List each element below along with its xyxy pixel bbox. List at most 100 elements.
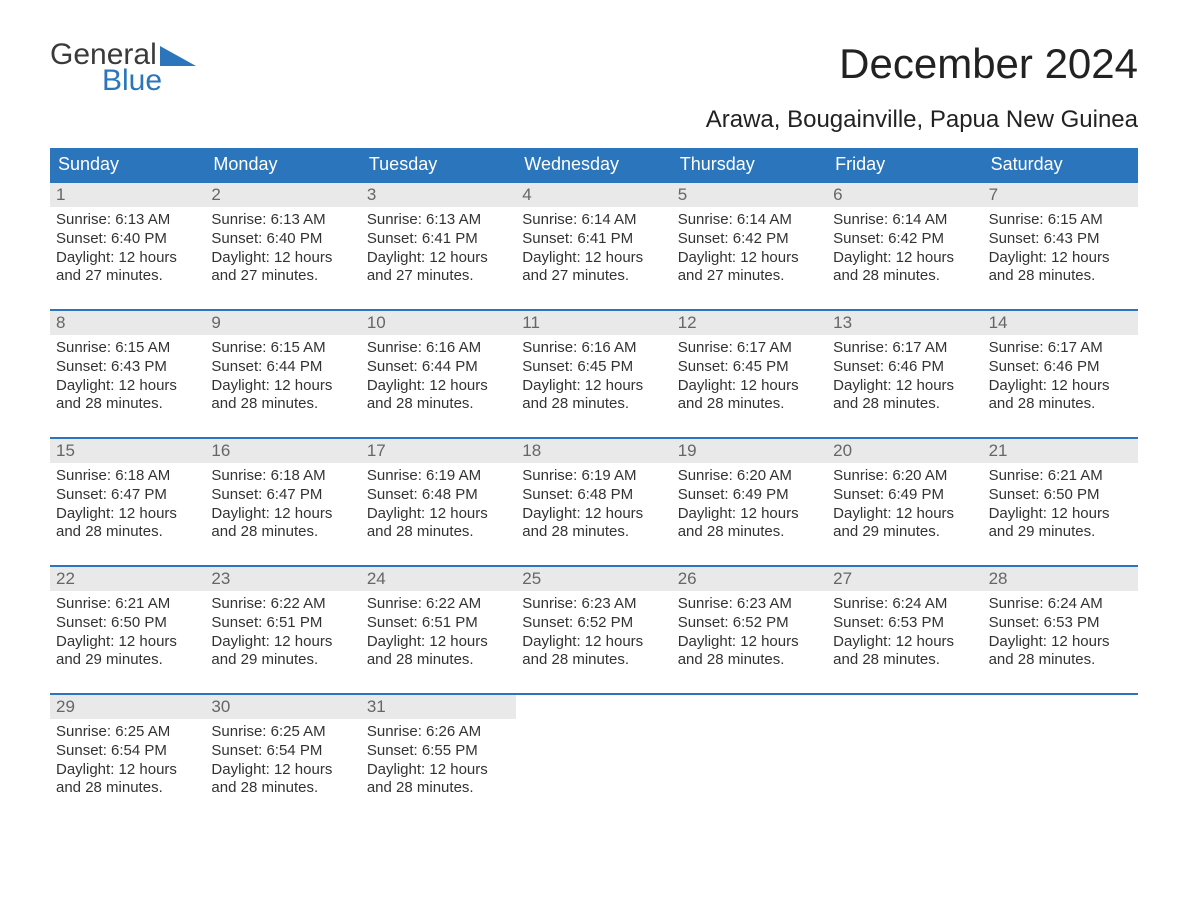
day-dl1: Daylight: 12 hours: [833, 633, 976, 652]
day-sunset: Sunset: 6:44 PM: [367, 358, 510, 377]
day-dl1: Daylight: 12 hours: [211, 505, 354, 524]
day-dl1: Daylight: 12 hours: [56, 377, 199, 396]
day-sunrise: Sunrise: 6:21 AM: [989, 467, 1132, 486]
day-sunset: Sunset: 6:54 PM: [56, 742, 199, 761]
day-sunset: Sunset: 6:52 PM: [678, 614, 821, 633]
day-dl1: Daylight: 12 hours: [678, 505, 821, 524]
day-number: 24: [361, 567, 516, 591]
day-sunrise: Sunrise: 6:22 AM: [211, 595, 354, 614]
day-dl1: Daylight: 12 hours: [367, 505, 510, 524]
day-dl2: and 28 minutes.: [367, 523, 510, 542]
day-dl2: and 28 minutes.: [989, 395, 1132, 414]
day-dl1: Daylight: 12 hours: [678, 249, 821, 268]
day-sunset: Sunset: 6:44 PM: [211, 358, 354, 377]
day-dl2: and 28 minutes.: [522, 523, 665, 542]
day-sunset: Sunset: 6:48 PM: [367, 486, 510, 505]
day-number: 22: [50, 567, 205, 591]
day-number: 3: [361, 183, 516, 207]
day-number: 8: [50, 311, 205, 335]
day-dl2: and 27 minutes.: [522, 267, 665, 286]
calendar-cell: 12 Sunrise: 6:17 AMSunset: 6:45 PMDayligh…: [672, 309, 827, 437]
day-dl1: Daylight: 12 hours: [56, 761, 199, 780]
day-dl1: Daylight: 12 hours: [833, 377, 976, 396]
calendar-grid: SundayMondayTuesdayWednesdayThursdayFrid…: [50, 148, 1138, 821]
day-sunset: Sunset: 6:48 PM: [522, 486, 665, 505]
day-info: Sunrise: 6:16 AMSunset: 6:44 PMDaylight:…: [361, 335, 516, 424]
day-info: Sunrise: 6:20 AMSunset: 6:49 PMDaylight:…: [827, 463, 982, 552]
day-number: 14: [983, 311, 1138, 335]
day-sunrise: Sunrise: 6:14 AM: [833, 211, 976, 230]
day-dl2: and 29 minutes.: [56, 651, 199, 670]
day-sunset: Sunset: 6:45 PM: [678, 358, 821, 377]
calendar-cell: 18Sunrise: 6:19 AMSunset: 6:48 PMDayligh…: [516, 437, 671, 565]
day-sunrise: Sunrise: 6:15 AM: [989, 211, 1132, 230]
day-sunrise: Sunrise: 6:22 AM: [367, 595, 510, 614]
day-number: 13: [827, 311, 982, 335]
day-dl1: Daylight: 12 hours: [678, 377, 821, 396]
day-sunrise: Sunrise: 6:15 AM: [211, 339, 354, 358]
day-dl1: Daylight: 12 hours: [367, 761, 510, 780]
day-number: 2: [205, 183, 360, 207]
day-info: Sunrise: 6:18 AMSunset: 6:47 PMDaylight:…: [205, 463, 360, 552]
calendar-cell: 31Sunrise: 6:26 AMSunset: 6:55 PMDayligh…: [361, 693, 516, 821]
day-dl2: and 28 minutes.: [833, 395, 976, 414]
day-dl1: Daylight: 12 hours: [211, 633, 354, 652]
title-block: December 2024 Arawa, Bougainville, Papua…: [706, 40, 1138, 134]
day-sunrise: Sunrise: 6:25 AM: [56, 723, 199, 742]
day-number: 18: [516, 439, 671, 463]
calendar-cell: 6Sunrise: 6:14 AMSunset: 6:42 PMDaylight…: [827, 181, 982, 309]
day-sunset: Sunset: 6:45 PM: [522, 358, 665, 377]
day-dl1: Daylight: 12 hours: [678, 633, 821, 652]
calendar-cell: 17Sunrise: 6:19 AMSunset: 6:48 PMDayligh…: [361, 437, 516, 565]
day-sunrise: Sunrise: 6:14 AM: [522, 211, 665, 230]
day-sunrise: Sunrise: 6:14 AM: [678, 211, 821, 230]
day-number: 12: [672, 311, 827, 335]
calendar-cell: 23Sunrise: 6:22 AMSunset: 6:51 PMDayligh…: [205, 565, 360, 693]
day-info: Sunrise: 6:25 AMSunset: 6:54 PMDaylight:…: [50, 719, 205, 808]
day-dl2: and 27 minutes.: [678, 267, 821, 286]
day-sunset: Sunset: 6:41 PM: [367, 230, 510, 249]
weekday-header: Monday: [205, 148, 360, 181]
calendar-cell: 11Sunrise: 6:16 AMSunset: 6:45 PMDayligh…: [516, 309, 671, 437]
day-dl2: and 28 minutes.: [833, 267, 976, 286]
weekday-header: Tuesday: [361, 148, 516, 181]
day-number: 17: [361, 439, 516, 463]
calendar-cell: 1Sunrise: 6:13 AMSunset: 6:40 PMDaylight…: [50, 181, 205, 309]
day-sunrise: Sunrise: 6:15 AM: [56, 339, 199, 358]
day-dl1: Daylight: 12 hours: [522, 377, 665, 396]
day-dl2: and 27 minutes.: [211, 267, 354, 286]
day-info: Sunrise: 6:14 AMSunset: 6:42 PMDaylight:…: [672, 207, 827, 296]
day-dl1: Daylight: 12 hours: [211, 377, 354, 396]
day-sunrise: Sunrise: 6:24 AM: [833, 595, 976, 614]
day-dl1: Daylight: 12 hours: [522, 633, 665, 652]
day-number: 23: [205, 567, 360, 591]
day-number: 5: [672, 183, 827, 207]
day-info: Sunrise: 6:17 AMSunset: 6:46 PMDaylight:…: [983, 335, 1138, 424]
day-sunrise: Sunrise: 6:19 AM: [522, 467, 665, 486]
day-dl1: Daylight: 12 hours: [56, 633, 199, 652]
calendar-cell: 19Sunrise: 6:20 AMSunset: 6:49 PMDayligh…: [672, 437, 827, 565]
weekday-header: Saturday: [983, 148, 1138, 181]
day-sunset: Sunset: 6:42 PM: [833, 230, 976, 249]
day-info: Sunrise: 6:26 AMSunset: 6:55 PMDaylight:…: [361, 719, 516, 808]
calendar-cell: 25Sunrise: 6:23 AMSunset: 6:52 PMDayligh…: [516, 565, 671, 693]
day-number: 11: [516, 311, 671, 335]
day-dl1: Daylight: 12 hours: [989, 249, 1132, 268]
weekday-header: Wednesday: [516, 148, 671, 181]
day-sunrise: Sunrise: 6:24 AM: [989, 595, 1132, 614]
day-dl2: and 28 minutes.: [367, 651, 510, 670]
day-dl2: and 29 minutes.: [833, 523, 976, 542]
weekday-header: Friday: [827, 148, 982, 181]
calendar-cell: 9Sunrise: 6:15 AMSunset: 6:44 PMDaylight…: [205, 309, 360, 437]
calendar-cell: 4Sunrise: 6:14 AMSunset: 6:41 PMDaylight…: [516, 181, 671, 309]
day-number: 27: [827, 567, 982, 591]
day-sunrise: Sunrise: 6:17 AM: [833, 339, 976, 358]
day-sunrise: Sunrise: 6:17 AM: [678, 339, 821, 358]
day-sunrise: Sunrise: 6:17 AM: [989, 339, 1132, 358]
logo-text-blue: Blue: [102, 66, 196, 96]
page-header: General Blue December 2024 Arawa, Bougai…: [50, 40, 1138, 134]
day-dl1: Daylight: 12 hours: [211, 761, 354, 780]
day-info: Sunrise: 6:25 AMSunset: 6:54 PMDaylight:…: [205, 719, 360, 808]
day-info: Sunrise: 6:13 AMSunset: 6:41 PMDaylight:…: [361, 207, 516, 296]
day-sunrise: Sunrise: 6:25 AM: [211, 723, 354, 742]
